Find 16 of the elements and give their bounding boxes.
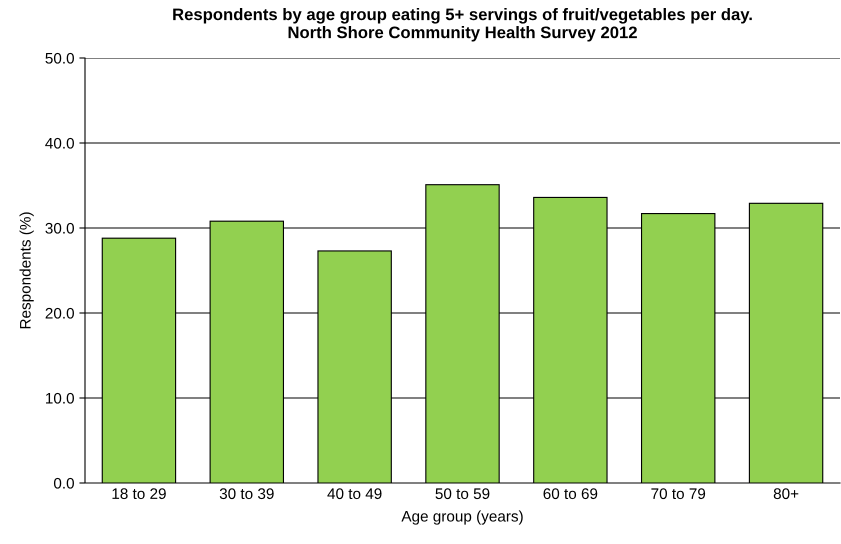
- x-axis-title: Age group (years): [401, 510, 523, 525]
- y-tick-label: 30.0: [45, 222, 74, 234]
- x-tick-label: 50 to 59: [436, 488, 490, 500]
- x-tick-label: 80+: [774, 488, 798, 500]
- y-tick-label: 50.0: [45, 52, 74, 64]
- y-axis-title: Respondents (%): [20, 212, 34, 328]
- y-tick-label: 10.0: [46, 392, 74, 404]
- y-tick-label: 20.0: [46, 308, 74, 319]
- x-tick-label: 60 to 69: [544, 488, 598, 500]
- chart-title: Respondents by age group eating 5+ servings of fruit/vegetables per day. North Shore Community Health Survey 2012: [173, 8, 752, 42]
- y-tick-label: 0.0: [54, 478, 74, 489]
- x-tick-label: 30 to 39: [220, 488, 274, 500]
- x-tick-label: 40 to 49: [327, 488, 382, 500]
- x-tick-label: 70 to 79: [651, 488, 706, 500]
- x-tick-label: 18 to 29: [112, 488, 166, 500]
- y-tick-label: 40.0: [45, 138, 74, 149]
